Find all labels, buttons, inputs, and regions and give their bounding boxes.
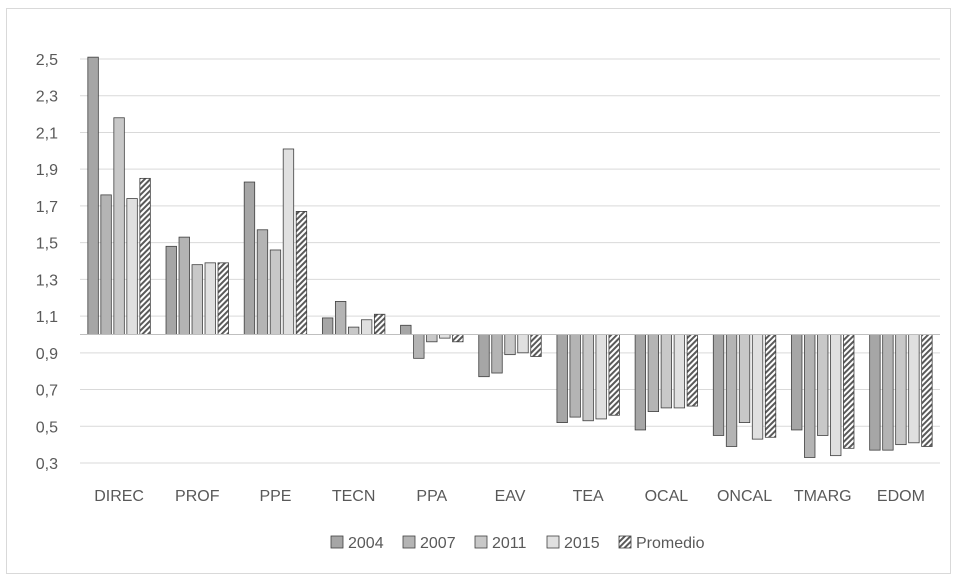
bar-2007-ppa <box>413 334 425 359</box>
y-tick-label: 2,5 <box>36 52 58 69</box>
bar-2007-ppe <box>256 229 269 335</box>
bar-2015-eav <box>517 334 529 354</box>
x-tick-label: OCAL <box>645 488 689 505</box>
bar-2015-tmarg <box>830 334 842 457</box>
bar-2011-tea <box>582 334 594 422</box>
bar-2011-ocal <box>660 334 673 409</box>
bar-2011-ppe <box>269 249 282 335</box>
y-tick-label: 0,5 <box>36 419 58 436</box>
legend: 2004 2007 2011 2015 Promedio <box>330 535 705 552</box>
bar-promedio-prof <box>217 262 229 335</box>
bar-2015-ppe <box>282 148 295 335</box>
bar-2004-prof <box>165 245 177 335</box>
bar-2015-tecn <box>360 319 373 335</box>
bar-2004-eav <box>478 334 490 378</box>
x-tick-label: TEA <box>573 488 604 505</box>
legend-label: 2007 <box>420 535 456 552</box>
x-tick-label: PROF <box>175 488 220 505</box>
bar-2011-tecn <box>347 326 360 335</box>
y-tick-label: 1,7 <box>36 199 58 216</box>
y-tick-label: 2,3 <box>36 89 58 106</box>
bar-promedio-ocal <box>686 334 699 407</box>
bar-2007-tmarg <box>804 334 816 458</box>
bar-2015-oncal <box>751 334 764 440</box>
bar-2015-edom <box>908 334 920 444</box>
bar-2011-prof <box>191 264 203 335</box>
y-tick-label: 0,9 <box>36 346 58 363</box>
bar-2011-edom <box>895 334 907 446</box>
bar-promedio-ppa <box>452 334 464 343</box>
legend-label: Promedio <box>636 535 705 552</box>
legend-swatch-promedio <box>618 535 632 549</box>
bar-2015-prof <box>204 262 216 335</box>
x-tick-label: PPA <box>416 488 447 505</box>
bar-2011-eav <box>504 334 516 356</box>
legend-label: 2004 <box>348 535 384 552</box>
bar-2004-direc <box>87 56 99 335</box>
x-tick-label: TECN <box>332 488 376 505</box>
bar-promedio-ppe <box>295 211 308 335</box>
y-tick-label: 1,1 <box>36 309 58 326</box>
bar-2004-ppe <box>243 181 256 335</box>
bar-promedio-eav <box>530 334 542 357</box>
bar-2004-oncal <box>712 334 725 436</box>
bar-2015-ocal <box>673 334 686 409</box>
bar-2011-direc <box>113 117 125 335</box>
bar-2015-ppa <box>439 334 451 339</box>
legend-swatch-2011 <box>474 535 488 549</box>
bar-2007-ocal <box>647 334 660 412</box>
bar-2004-tea <box>556 334 568 424</box>
bar-promedio-tea <box>608 334 620 416</box>
bar-2004-tecn <box>321 317 334 335</box>
bar-2007-oncal <box>725 334 738 447</box>
bar-2007-tea <box>569 334 581 418</box>
bar-2015-direc <box>126 198 138 335</box>
bar-2004-tmarg <box>791 334 803 431</box>
x-tick-label: ONCAL <box>717 488 772 505</box>
x-axis-category-labels: DIREC PROF PPE TECN PPA EAV TEA OCAL ONCAL TMARG E… <box>94 488 925 505</box>
x-tick-label: EDOM <box>877 488 925 505</box>
bar-2007-eav <box>491 334 503 374</box>
x-tick-label: PPE <box>259 488 291 505</box>
bar-2007-direc <box>100 194 112 335</box>
bar-2015-tea <box>595 334 607 420</box>
y-tick-label: 0,3 <box>36 456 58 473</box>
bar-2007-edom <box>882 334 894 451</box>
x-tick-label: DIREC <box>94 488 144 505</box>
x-tick-label: TMARG <box>794 488 852 505</box>
legend-swatch-2004 <box>330 535 344 549</box>
bar-promedio-tmarg <box>843 334 855 449</box>
y-axis-tick-labels: 2,5 2,3 2,1 1,9 1,7 1,5 1,3 1,1 0,9 0,7 0,5 0,3 <box>36 52 58 473</box>
bar-promedio-direc <box>139 177 151 335</box>
bars <box>87 56 933 458</box>
y-tick-label: 0,7 <box>36 383 58 400</box>
legend-label: 2015 <box>564 535 600 552</box>
bar-promedio-oncal <box>764 334 777 438</box>
bar-2004-edom <box>869 334 881 451</box>
bar-2004-ocal <box>634 334 647 431</box>
y-tick-label: 1,3 <box>36 272 58 289</box>
bar-promedio-tecn <box>373 313 386 335</box>
bar-2007-prof <box>178 236 190 335</box>
y-tick-label: 1,9 <box>36 162 58 179</box>
y-tick-label: 1,5 <box>36 236 58 253</box>
bar-2004-ppa <box>400 324 412 335</box>
chart-frame <box>6 8 951 574</box>
legend-label: 2011 <box>492 535 527 552</box>
bar-2011-tmarg <box>817 334 829 436</box>
legend-swatch-2007 <box>402 535 416 549</box>
y-tick-label: 2,1 <box>36 125 58 142</box>
bar-2007-tecn <box>334 300 347 335</box>
bar-2011-ppa <box>426 334 438 343</box>
bar-2011-oncal <box>738 334 751 424</box>
x-tick-label: EAV <box>495 488 526 505</box>
bar-promedio-edom <box>921 334 933 447</box>
legend-swatch-2015 <box>546 535 560 549</box>
